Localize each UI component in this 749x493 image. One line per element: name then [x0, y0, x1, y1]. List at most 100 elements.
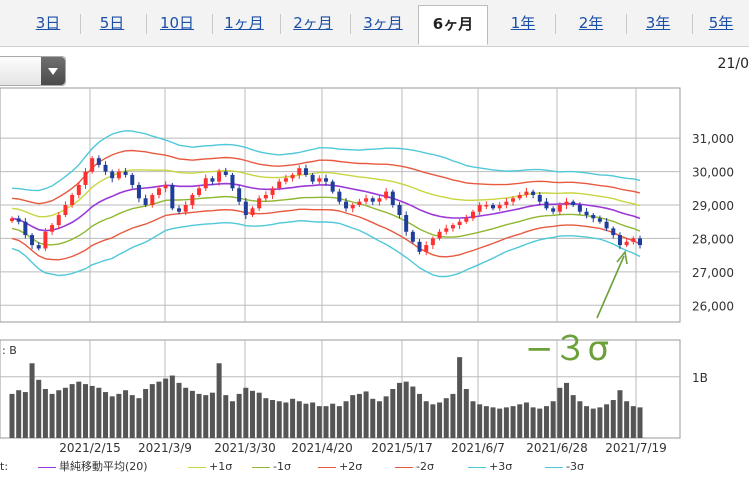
candlestick	[203, 178, 208, 189]
volume-bar	[396, 382, 402, 438]
candlestick	[217, 171, 222, 182]
volume-bar	[16, 390, 22, 438]
x-tick-label: 2021/3/9	[138, 441, 192, 455]
candlestick	[210, 178, 215, 182]
candlestick	[50, 225, 55, 232]
candlestick	[330, 181, 335, 192]
legend-label: +1σ	[209, 460, 233, 473]
x-tick-label: 2021/3/30	[214, 441, 276, 455]
volume-bar	[403, 381, 409, 438]
candlestick	[310, 174, 315, 182]
volume-bar	[523, 402, 529, 438]
volume-bar	[624, 401, 630, 438]
candlestick	[116, 171, 121, 179]
candlestick	[344, 201, 349, 209]
candlestick	[604, 221, 609, 229]
volume-bar	[570, 395, 576, 438]
x-tick-label: 2021/2/15	[59, 441, 121, 455]
candlestick	[177, 208, 182, 212]
candlestick	[16, 218, 21, 222]
x-tick-label: 2021/4/20	[291, 441, 353, 455]
candlestick	[76, 184, 81, 195]
candlestick	[437, 231, 442, 239]
tab-8[interactable]: 2年	[578, 14, 604, 32]
candlestick	[243, 201, 248, 216]
volume-prefix: : B	[2, 344, 17, 357]
volume-bar	[356, 393, 362, 438]
tab-9[interactable]: 3年	[645, 14, 671, 32]
volume-bar	[584, 406, 590, 438]
chevron-down-icon[interactable]	[41, 57, 65, 85]
candlestick	[457, 221, 462, 226]
candlestick	[464, 218, 469, 222]
candlestick	[571, 201, 576, 205]
candlestick	[110, 171, 115, 179]
volume-bar	[203, 395, 209, 438]
x-tick-label: 2021/6/7	[451, 441, 505, 455]
candlestick	[183, 205, 188, 212]
candlestick	[23, 221, 28, 236]
candlestick	[544, 201, 549, 209]
volume-bar	[56, 390, 62, 438]
volume-bar	[510, 406, 516, 438]
volume-bar	[577, 401, 583, 438]
volume-bar	[443, 398, 449, 438]
x-tick-label: 2021/7/19	[605, 441, 667, 455]
legend-label: -1σ	[273, 460, 291, 473]
volume-bar	[543, 406, 549, 438]
volume-bar	[336, 406, 342, 438]
tab-separator	[555, 14, 556, 34]
volume-bar	[437, 402, 443, 438]
volume-bar	[363, 391, 369, 438]
legend-item: -1σ	[252, 458, 291, 476]
band-line-plus3	[11, 130, 641, 192]
volume-bar	[530, 407, 536, 438]
volume-bar	[303, 403, 309, 438]
legend-item: -2σ	[395, 458, 434, 476]
tab-6[interactable]: 6ヶ月	[418, 5, 488, 45]
volume-bar	[457, 357, 463, 438]
legend-swatch	[468, 466, 486, 468]
legend-label: 単純移動平均(20)	[59, 460, 148, 473]
x-tick-label: 2021/5/17	[371, 441, 433, 455]
volume-bar	[537, 408, 543, 438]
candlestick	[564, 201, 569, 205]
volume-bar	[250, 390, 256, 438]
volume-bar	[550, 401, 556, 438]
volume-bar	[483, 406, 489, 438]
tab-4[interactable]: 2ヶ月	[293, 14, 333, 32]
candlestick	[350, 205, 355, 209]
volume-bar	[557, 387, 563, 438]
tab-7[interactable]: 1年	[510, 14, 536, 32]
candlestick	[56, 215, 61, 226]
volume-bar	[503, 407, 509, 438]
tab-2[interactable]: 10日	[159, 14, 195, 32]
candlestick	[36, 245, 41, 249]
tab-1[interactable]: 5日	[99, 14, 125, 32]
y-tick-label: 29,000	[692, 199, 734, 213]
volume-bar	[417, 393, 423, 438]
volume-bar	[610, 400, 616, 438]
candlestick	[557, 205, 562, 212]
volume-bar	[310, 402, 316, 438]
volume-bar	[597, 407, 603, 438]
candlestick	[70, 194, 75, 205]
candlestick	[30, 235, 35, 246]
volume-bar	[330, 403, 336, 438]
tab-3[interactable]: 1ヶ月	[224, 14, 264, 32]
volume-bar	[477, 404, 483, 438]
candlestick	[551, 208, 556, 212]
candlestick	[130, 174, 135, 185]
legend-swatch	[252, 466, 270, 468]
tab-10[interactable]: 5年	[708, 14, 734, 32]
tab-0[interactable]: 3日	[35, 14, 61, 32]
indicator-dropdown[interactable]	[0, 56, 66, 86]
volume-bar	[36, 379, 42, 438]
tab-5[interactable]: 3ヶ月	[363, 14, 403, 32]
candlestick	[597, 218, 602, 222]
candlestick	[337, 191, 342, 202]
candlestick	[477, 205, 482, 212]
candlestick	[96, 158, 101, 165]
y-tick-label: 30,000	[692, 166, 734, 180]
volume-bar	[116, 393, 122, 438]
